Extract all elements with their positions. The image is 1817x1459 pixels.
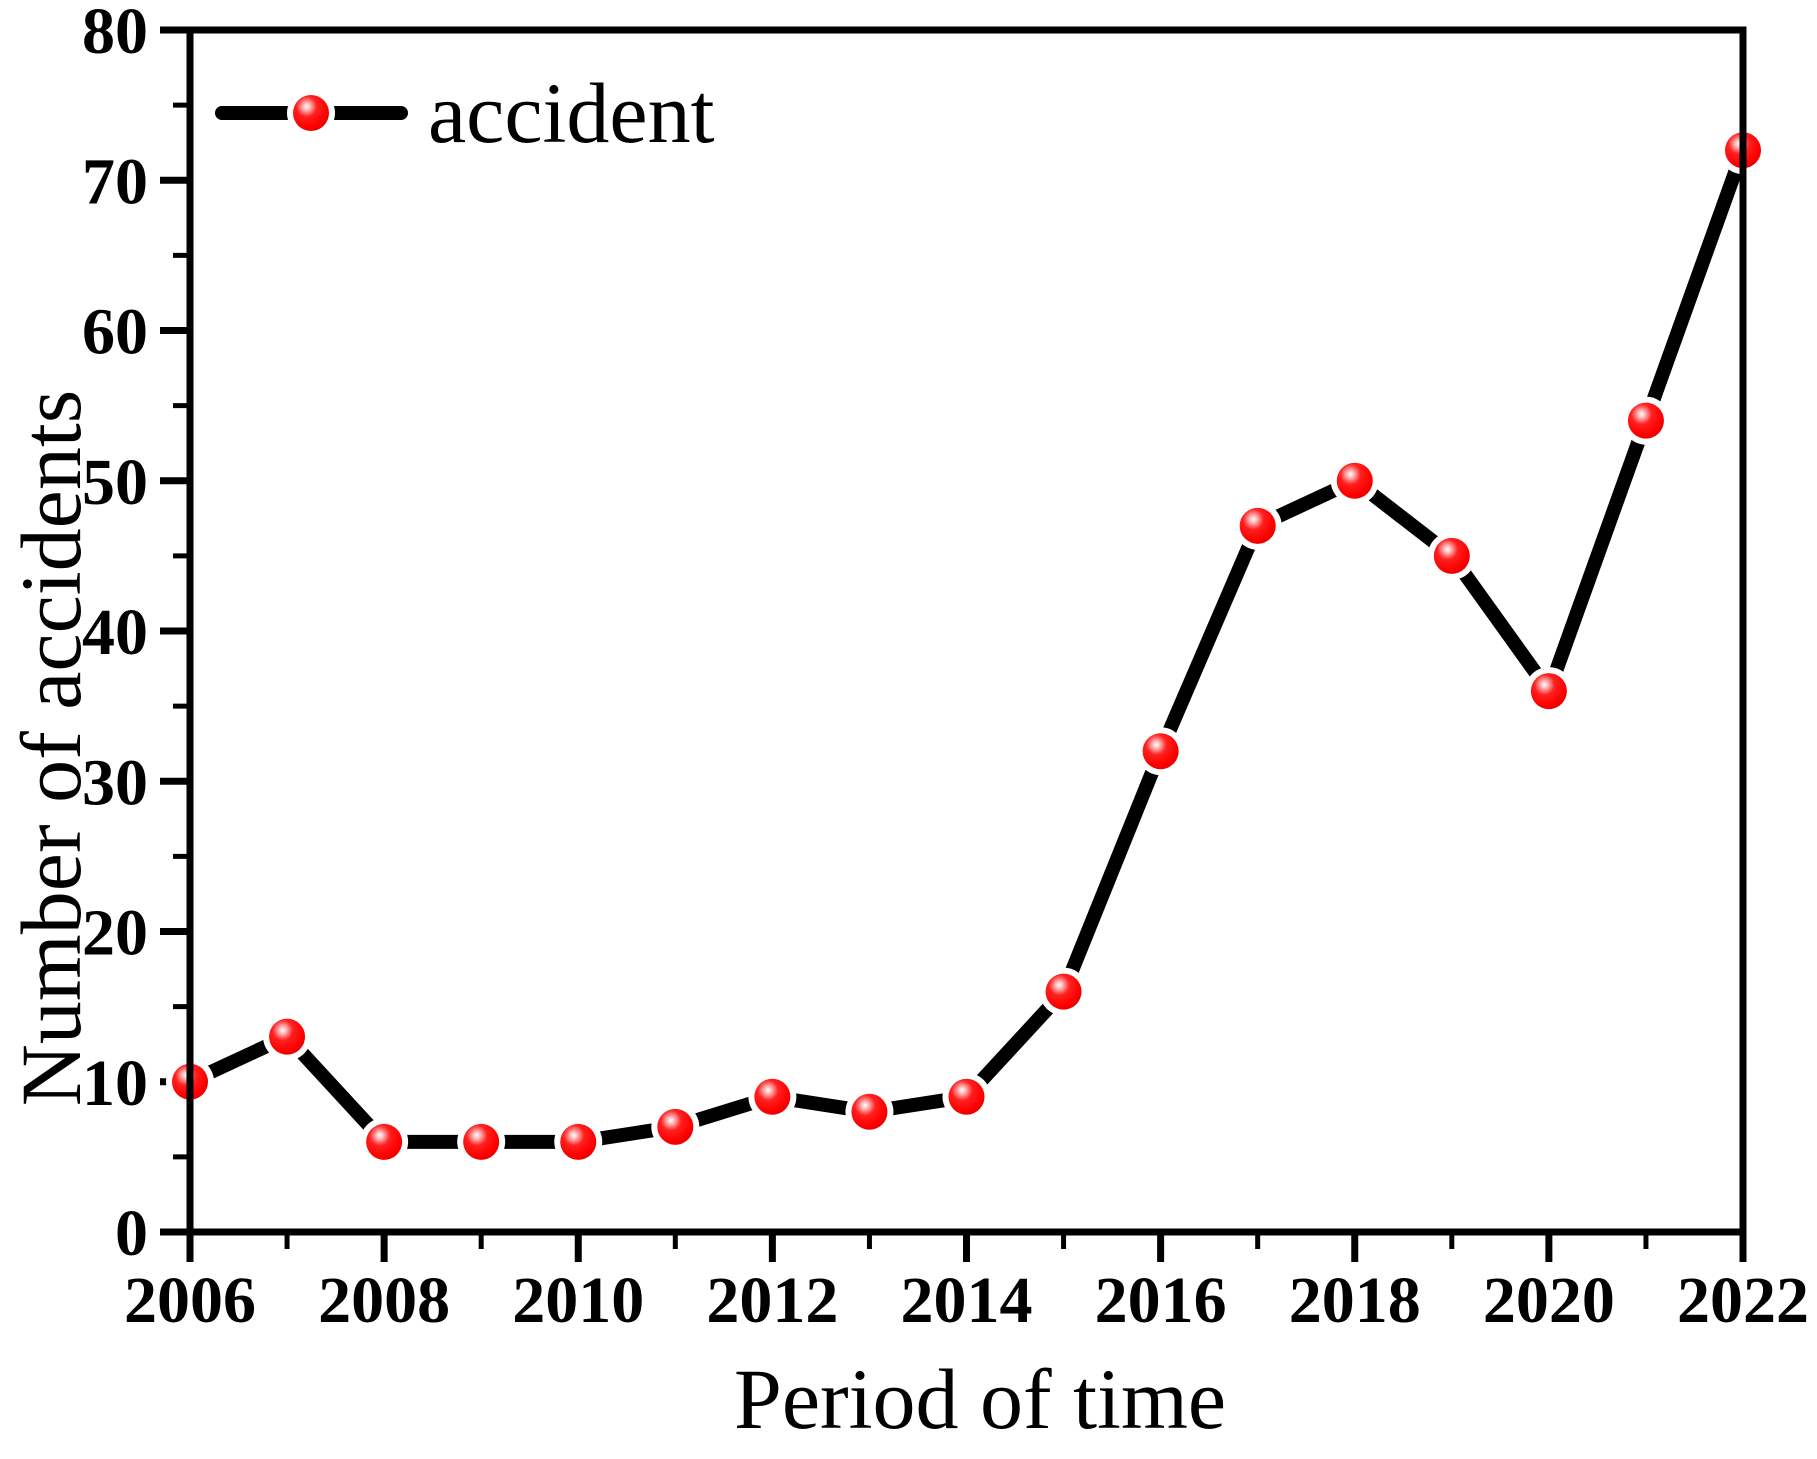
- legend-label: accident: [428, 65, 715, 161]
- x-tick-label: 2014: [901, 1264, 1033, 1337]
- y-tick-label: 50: [82, 446, 148, 519]
- plot-border: [186, 26, 1747, 1236]
- legend-marker-icon: [293, 95, 329, 131]
- y-tick-label: 40: [82, 596, 148, 669]
- data-point-marker: [1627, 402, 1664, 439]
- x-tick-label: 2010: [512, 1264, 644, 1337]
- x-tick-label: 2018: [1289, 1264, 1421, 1337]
- data-point-marker: [1142, 733, 1179, 770]
- x-tick-label: 2006: [124, 1264, 256, 1337]
- y-tick-label: 0: [115, 1197, 148, 1270]
- x-tick-label: 2022: [1677, 1264, 1809, 1337]
- y-tick-label: 70: [82, 145, 148, 218]
- data-point-marker: [1336, 462, 1373, 499]
- y-axis-title: Number of accidents: [3, 390, 99, 1106]
- data-point-marker: [948, 1078, 985, 1115]
- data-point-marker: [1045, 973, 1082, 1010]
- data-point-marker: [851, 1093, 888, 1130]
- data-point-marker: [657, 1108, 694, 1145]
- data-point-marker: [463, 1123, 500, 1160]
- x-tick-label: 2016: [1095, 1264, 1227, 1337]
- data-point-marker: [754, 1078, 791, 1115]
- data-series-layer: [166, 126, 1767, 1166]
- axis-ticks-layer: [160, 26, 1747, 1262]
- legend: accident: [215, 65, 715, 161]
- data-point-marker: [560, 1123, 597, 1160]
- y-tick-label: 60: [82, 296, 148, 369]
- data-point-marker: [1433, 537, 1470, 574]
- data-point-marker: [1530, 673, 1567, 710]
- x-axis-title: Period of time: [734, 1351, 1226, 1447]
- data-point-marker: [366, 1123, 403, 1160]
- x-tick-label: 2020: [1483, 1264, 1615, 1337]
- data-point-marker: [1239, 507, 1276, 544]
- x-tick-label: 2012: [706, 1264, 838, 1337]
- y-tick-label: 10: [82, 1047, 148, 1120]
- y-tick-label: 20: [82, 897, 148, 970]
- y-tick-label: 30: [82, 746, 148, 819]
- data-point-marker: [269, 1018, 306, 1055]
- x-tick-label: 2008: [318, 1264, 450, 1337]
- axis-tick-labels-layer: 0 10 20 30 40 50 60 70 80 2006 2008 2010 2012 2014 201…: [82, 0, 1809, 1337]
- y-tick-label: 80: [82, 0, 148, 68]
- series-line: [183, 143, 1750, 1149]
